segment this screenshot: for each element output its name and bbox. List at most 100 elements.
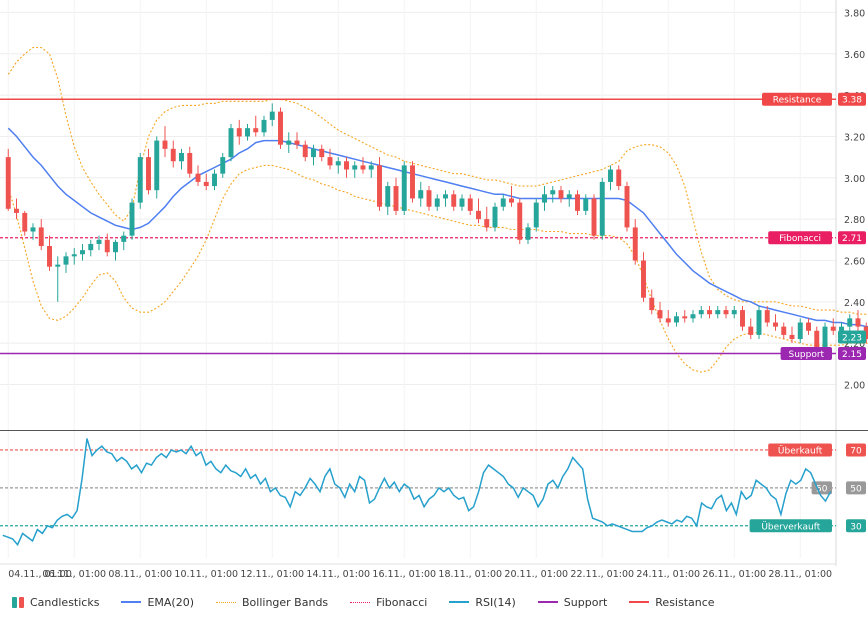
candle bbox=[550, 186, 556, 203]
candle bbox=[294, 132, 300, 149]
candle-body bbox=[682, 316, 688, 319]
legend-item-resistance[interactable]: Resistance bbox=[629, 595, 715, 609]
resistance-level-tag-text: Resistance bbox=[773, 96, 822, 106]
candle-body bbox=[113, 241, 118, 253]
legend-item-candles[interactable]: Candlesticks bbox=[12, 596, 99, 609]
price-tick-label: 2.40 bbox=[844, 298, 865, 309]
candle-body bbox=[723, 310, 729, 315]
time-tick-label: 08.11., 01:00 bbox=[108, 569, 172, 580]
candle bbox=[96, 235, 102, 251]
candle-body bbox=[558, 190, 564, 199]
candles-swatch-icon bbox=[12, 596, 24, 608]
candle-body bbox=[129, 202, 135, 236]
candlesticks bbox=[5, 103, 868, 352]
candle bbox=[806, 318, 811, 335]
support-level-tag: Support bbox=[780, 347, 832, 361]
candle-body bbox=[5, 157, 11, 209]
candle bbox=[690, 310, 696, 323]
candle-body bbox=[220, 157, 226, 174]
candle bbox=[756, 305, 762, 340]
bollinger-upper-line bbox=[7, 46, 868, 316]
legend-item-fibonacci[interactable]: Fibonacci bbox=[350, 596, 427, 609]
candle-body bbox=[104, 239, 110, 253]
candle bbox=[558, 186, 564, 203]
last-price-tag-bg bbox=[838, 330, 866, 344]
time-tick-label: 06.11., 01:00 bbox=[42, 569, 106, 580]
legend-label: Support bbox=[563, 595, 608, 609]
candle-body bbox=[228, 128, 234, 158]
candle bbox=[467, 194, 473, 215]
candle bbox=[426, 186, 432, 211]
price-levels bbox=[0, 98, 836, 355]
candle-body bbox=[426, 190, 432, 207]
candle bbox=[30, 223, 36, 240]
candle bbox=[286, 132, 292, 153]
rsi-value-tag-bg bbox=[846, 443, 866, 457]
candle bbox=[575, 190, 580, 215]
ema-line bbox=[7, 127, 868, 328]
time-tick-label: 18.11., 01:00 bbox=[438, 569, 502, 580]
fibonacci-price-tag: 2.71 bbox=[838, 231, 866, 245]
candle bbox=[187, 146, 193, 178]
legend-item-support[interactable]: Support bbox=[537, 595, 608, 609]
candle-body bbox=[212, 173, 217, 187]
candle bbox=[368, 161, 374, 178]
candle bbox=[344, 157, 349, 178]
candle bbox=[385, 181, 391, 215]
legend-item-ema[interactable]: EMA(20) bbox=[121, 596, 194, 609]
candle-body bbox=[566, 194, 572, 199]
legend-label: Resistance bbox=[655, 595, 715, 609]
time-tick-label: 12.11., 01:00 bbox=[240, 569, 304, 580]
time-tick-label: 04.11., 01:00 bbox=[8, 569, 72, 580]
resistance-swatch-icon bbox=[629, 601, 650, 603]
candle bbox=[624, 181, 630, 232]
candle bbox=[360, 157, 366, 174]
candle bbox=[608, 165, 613, 191]
candle bbox=[484, 206, 490, 232]
candle-body bbox=[806, 322, 811, 331]
legend-label: Bollinger Bands bbox=[242, 595, 329, 609]
candle-body bbox=[773, 322, 778, 327]
bollinger-swatch-icon bbox=[216, 601, 236, 603]
price-tick-label: 3.20 bbox=[844, 132, 865, 143]
rsi-value-tag-text: 30 bbox=[850, 522, 862, 532]
candle bbox=[476, 198, 481, 224]
candle bbox=[781, 322, 787, 340]
candle bbox=[591, 194, 597, 240]
rsi-swatch-icon bbox=[449, 601, 470, 603]
candle-body bbox=[690, 314, 696, 319]
candle-body bbox=[344, 161, 349, 170]
candle bbox=[830, 318, 836, 335]
candle-body bbox=[632, 227, 638, 261]
candle bbox=[170, 140, 176, 168]
candle bbox=[748, 318, 754, 340]
rsi-level-tag-text: Überverkauft bbox=[761, 521, 820, 532]
candle bbox=[410, 161, 415, 203]
candle bbox=[509, 186, 514, 207]
fibonacci-price-tag-text: 2.71 bbox=[842, 234, 862, 244]
chart-legend: Candlesticks EMA(20) Bollinger Bands Fibona… bbox=[0, 588, 868, 616]
candle-body bbox=[162, 140, 168, 149]
candle bbox=[418, 181, 424, 207]
candle-body bbox=[327, 157, 333, 166]
candle bbox=[352, 161, 358, 178]
rsi-level-tag-text: 50 bbox=[816, 484, 828, 494]
trading-chart[interactable]: 2.002.202.402.602.803.003.203.403.603.80… bbox=[0, 0, 868, 588]
legend-item-rsi[interactable]: RSI(14) bbox=[449, 596, 516, 609]
candle bbox=[525, 223, 531, 244]
rsi-level-tag: 50 bbox=[811, 481, 832, 495]
candle-body bbox=[599, 181, 605, 236]
candle-body bbox=[203, 181, 209, 187]
rsi-level-tag: Überverkauft bbox=[749, 519, 832, 533]
candle-body bbox=[641, 260, 646, 298]
support-price-tag: 2.15 bbox=[838, 347, 866, 361]
candle bbox=[113, 239, 118, 261]
candle-body bbox=[583, 198, 589, 211]
price-tick-label: 2.80 bbox=[844, 215, 865, 226]
legend-item-bollinger[interactable]: Bollinger Bands bbox=[216, 596, 328, 609]
candle bbox=[723, 305, 729, 319]
candle bbox=[533, 198, 539, 232]
candle bbox=[649, 289, 655, 315]
